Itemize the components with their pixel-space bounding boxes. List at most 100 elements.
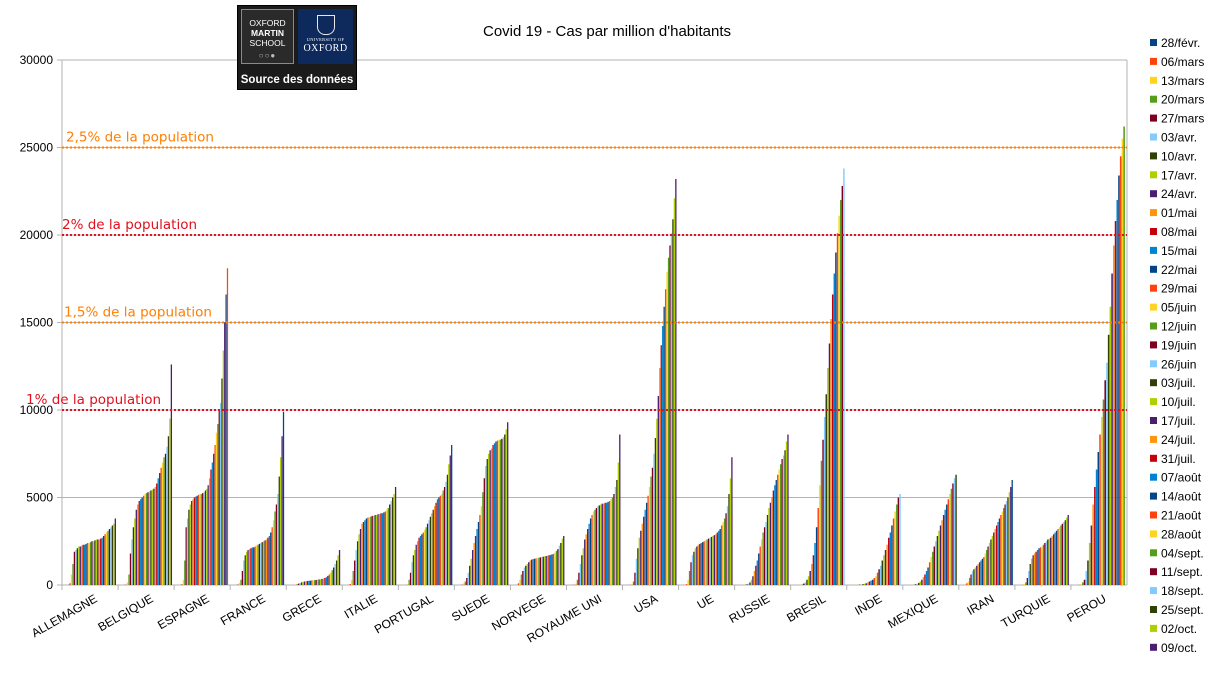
legend-entry: 21/août	[1161, 509, 1202, 523]
bar	[756, 560, 758, 585]
bar	[335, 560, 338, 585]
bar	[257, 544, 259, 585]
x-category-label: USA	[632, 591, 660, 615]
legend-swatch	[1150, 341, 1157, 349]
bar	[980, 560, 982, 585]
bar	[870, 580, 872, 586]
bar	[994, 529, 996, 585]
bar	[758, 553, 760, 585]
bar	[1106, 362, 1108, 585]
bar	[884, 550, 887, 585]
bar	[1090, 525, 1093, 585]
bar	[637, 548, 639, 585]
bar	[611, 497, 614, 585]
bar	[967, 581, 969, 585]
bar	[922, 577, 925, 586]
bar	[210, 469, 212, 585]
y-tick-label: 15000	[20, 316, 54, 330]
bar	[471, 550, 474, 585]
bar	[479, 515, 481, 585]
bar	[1085, 571, 1088, 585]
bar	[522, 571, 524, 585]
legend-swatch	[1150, 171, 1157, 179]
bar	[365, 518, 368, 585]
bar	[712, 536, 714, 585]
bar	[784, 450, 786, 585]
bar	[272, 520, 275, 585]
bar	[486, 459, 488, 585]
bar	[218, 410, 220, 585]
bar	[731, 457, 733, 585]
bar	[635, 558, 638, 585]
bar	[263, 541, 265, 585]
bar	[75, 550, 77, 585]
bar	[997, 522, 999, 585]
bar	[302, 581, 304, 585]
bar	[389, 504, 391, 585]
bar	[1058, 527, 1061, 585]
bar	[641, 523, 643, 585]
x-category-label: INDE	[852, 591, 884, 617]
bar	[542, 556, 544, 585]
bar	[811, 564, 813, 585]
bar	[166, 446, 168, 585]
bar	[955, 474, 957, 585]
bar	[1100, 417, 1103, 585]
legend-swatch	[1150, 511, 1157, 519]
bar	[114, 518, 116, 585]
bar	[560, 543, 562, 585]
bar	[219, 403, 222, 585]
bar	[672, 219, 674, 585]
bar	[588, 523, 590, 585]
bar	[984, 553, 986, 585]
bar	[489, 450, 491, 585]
legend-swatch	[1150, 624, 1157, 632]
bar	[466, 578, 468, 585]
bar	[1116, 200, 1119, 585]
bar	[663, 306, 665, 585]
bar	[380, 513, 382, 585]
bar	[1111, 273, 1113, 585]
bar	[89, 542, 92, 586]
bar	[533, 558, 536, 585]
legend-entry: 12/juin	[1161, 320, 1196, 334]
x-category-label: PORTUGAL	[372, 591, 436, 636]
bar	[860, 584, 863, 585]
bar	[434, 506, 436, 585]
bar	[941, 520, 943, 585]
x-category-label: GRECE	[280, 591, 324, 624]
bar	[145, 493, 148, 586]
legend-entry: 04/sept.	[1161, 546, 1204, 560]
bar	[995, 525, 998, 585]
bar	[308, 580, 310, 585]
bar	[206, 488, 208, 585]
bar	[710, 536, 713, 586]
bar	[255, 545, 258, 586]
bar	[1080, 584, 1082, 586]
legend-swatch	[1150, 209, 1157, 217]
bar	[539, 557, 542, 585]
bar	[930, 557, 932, 585]
bar	[728, 494, 730, 585]
university-of-oxford-logo: UNIVERSITY OF OXFORD	[298, 9, 353, 64]
bar	[110, 527, 112, 585]
bar	[806, 579, 808, 585]
bar	[464, 581, 466, 585]
bar	[386, 509, 388, 585]
bar	[159, 473, 161, 585]
bar	[946, 504, 948, 585]
bar	[196, 495, 198, 585]
oxford-source-logo[interactable]: OXFORD MARTIN SCHOOL ○○● UNIVERSITY OF O…	[237, 5, 357, 90]
bar	[765, 522, 767, 585]
bar	[647, 495, 649, 585]
bar	[1044, 543, 1046, 585]
bar	[750, 579, 753, 585]
bar	[414, 550, 416, 585]
legend-swatch	[1150, 95, 1157, 103]
bar	[142, 495, 145, 585]
bar	[1035, 551, 1037, 585]
bar	[841, 186, 844, 585]
bar	[504, 434, 506, 585]
bar	[1088, 543, 1091, 585]
bar	[669, 245, 671, 585]
